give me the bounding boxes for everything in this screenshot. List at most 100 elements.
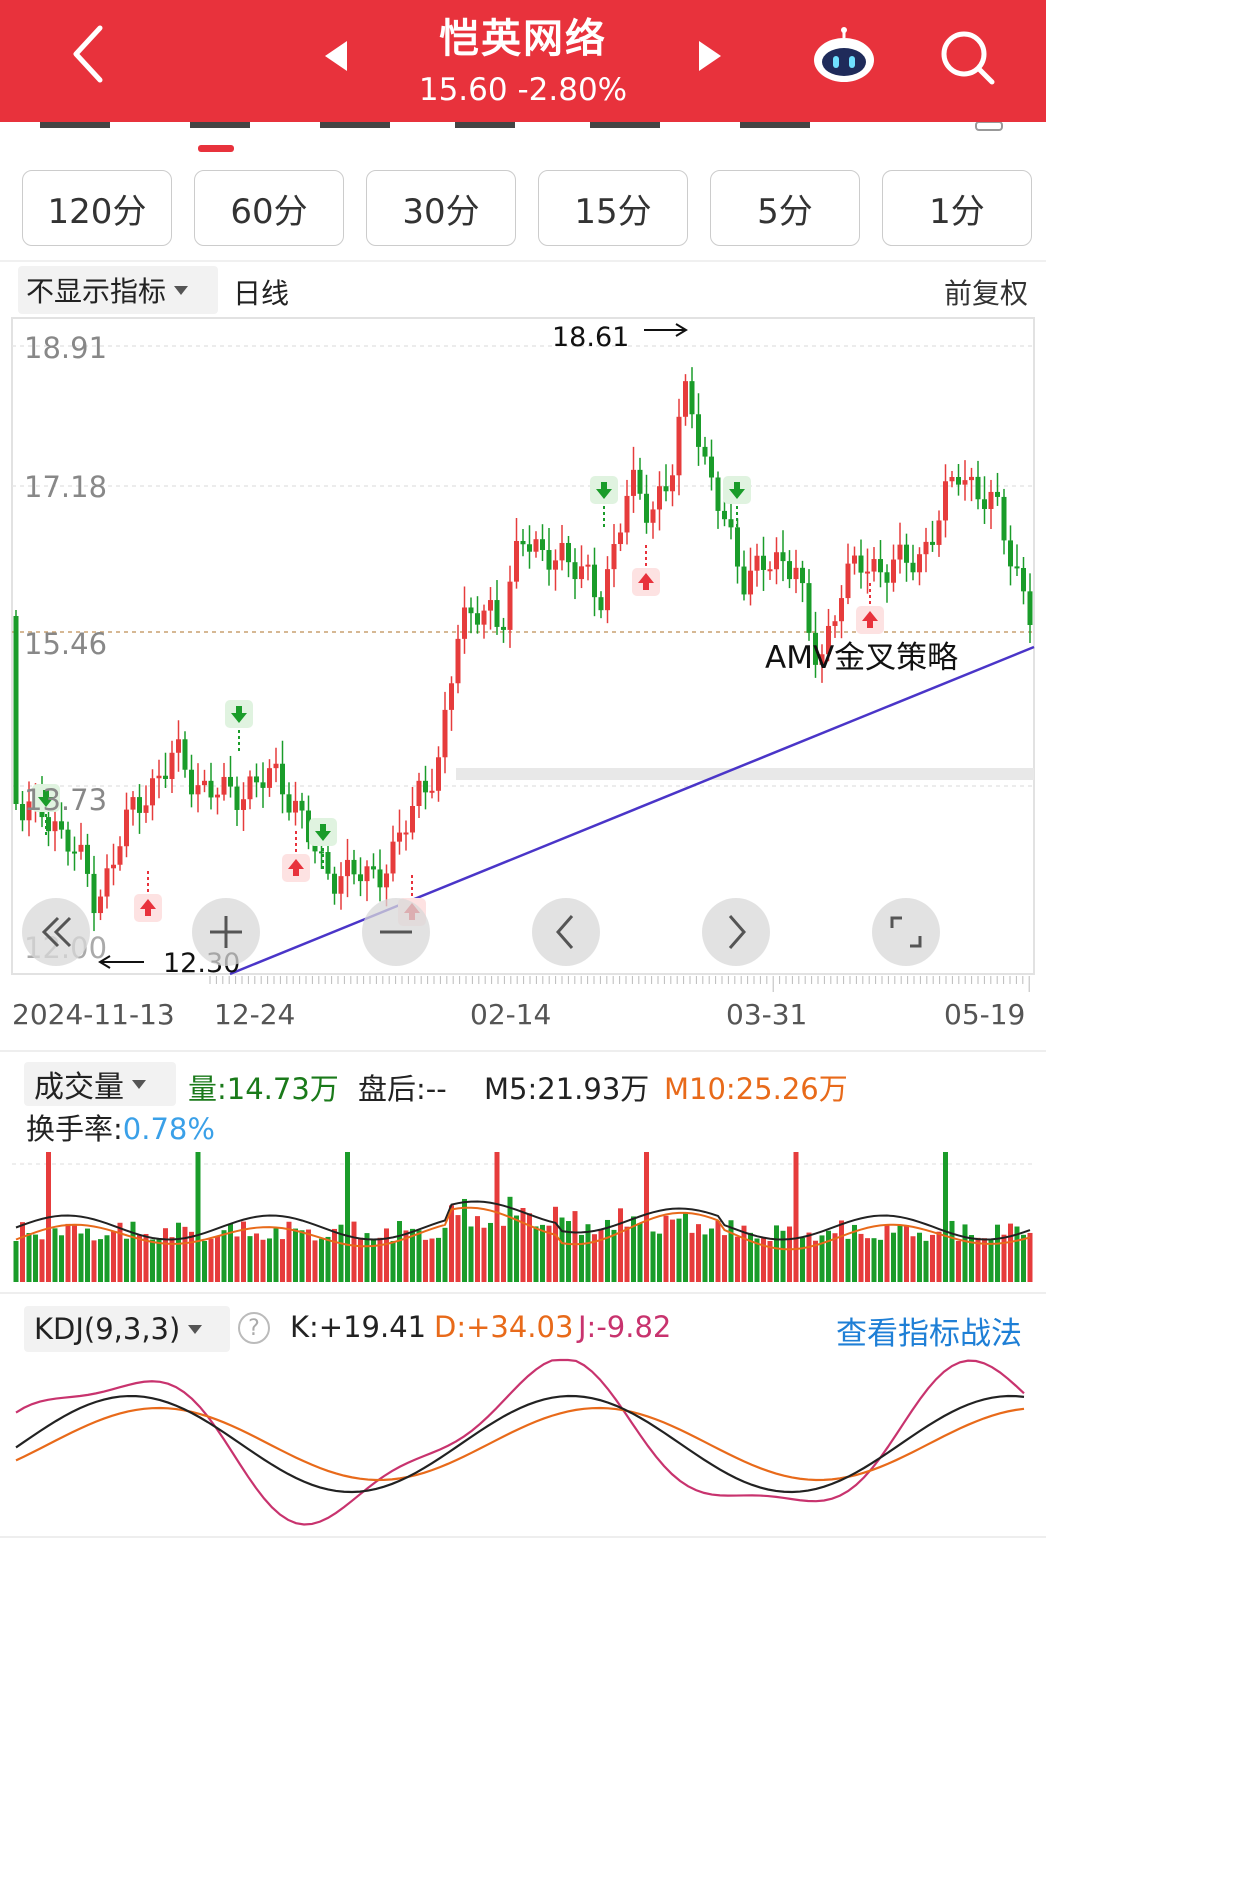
candlestick-chart[interactable]: 18.91 17.18 15.46 13.73 12.00 18.61 12.3… (0, 316, 1046, 996)
price-change: 15.60 -2.80% (418, 72, 628, 108)
candle-body (52, 821, 58, 832)
candle-body (65, 829, 71, 852)
candle-body (585, 564, 591, 567)
candle-body (800, 567, 805, 584)
candle-body (286, 794, 292, 813)
rewind-button[interactable] (22, 898, 90, 966)
fullscreen-button[interactable] (872, 898, 940, 966)
candle-body (553, 560, 558, 570)
volume-bar (293, 1228, 298, 1282)
volume-bar (234, 1236, 240, 1282)
period-5min-button[interactable]: 5分 (710, 170, 860, 246)
candle-body (715, 477, 721, 511)
zoom-out-button[interactable] (362, 898, 430, 966)
volume-bar (338, 1224, 344, 1282)
date-label-1: 2024-11-13 (12, 998, 175, 1031)
volume-bar (442, 1227, 448, 1282)
chart-tab-strip[interactable] (0, 122, 1046, 154)
candle-body (273, 763, 279, 769)
volume-bar (910, 1236, 916, 1282)
search-icon[interactable] (930, 20, 1006, 96)
candle-body (241, 799, 246, 810)
volume-bar (741, 1225, 747, 1282)
candle-body (878, 559, 883, 573)
next-stock-icon[interactable] (690, 34, 730, 78)
volume-bar (39, 1239, 45, 1282)
candle-body (325, 852, 331, 874)
candle-body (650, 509, 656, 523)
volume-bar (592, 1234, 597, 1282)
period-1min-button[interactable]: 1分 (882, 170, 1032, 246)
signal-arrow (638, 573, 654, 590)
candle-body (85, 844, 90, 874)
volume-bar (306, 1229, 311, 1282)
candle-body (748, 570, 753, 595)
volume-bar (761, 1238, 766, 1282)
back-arrow-icon[interactable] (58, 22, 118, 86)
volume-bar (897, 1224, 903, 1282)
volume-bar (670, 1219, 675, 1282)
high-price-label: 18.61 (552, 322, 629, 353)
kdj-chart[interactable] (0, 1356, 1046, 1532)
period-30min-button[interactable]: 30分 (366, 170, 516, 246)
volume-bar (644, 1152, 649, 1282)
prev-stock-icon[interactable] (316, 34, 356, 78)
volume-value: 量:14.73万 (188, 1072, 339, 1106)
candle-body (910, 562, 916, 573)
candle-body (247, 776, 253, 800)
buy-signal-icon (282, 828, 310, 882)
volume-bar (98, 1239, 103, 1282)
candle-body (195, 785, 201, 795)
scroll-left-button[interactable] (532, 898, 600, 966)
volume-bar (800, 1237, 805, 1282)
volume-bar (637, 1223, 643, 1282)
kdj-dropdown[interactable]: KDJ(9,3,3) (24, 1306, 230, 1352)
candle-body (559, 542, 565, 561)
volume-bar (501, 1225, 506, 1282)
volume-bar (429, 1238, 435, 1282)
candle-body (475, 613, 480, 625)
candle-body (949, 477, 955, 482)
candle-body (189, 769, 194, 795)
volume-bar (215, 1236, 220, 1282)
y-tick-2: 17.18 (24, 470, 107, 504)
candle-body (897, 544, 903, 560)
volume-bar (104, 1235, 110, 1282)
adjust-mode[interactable]: 前复权 (943, 277, 1028, 310)
candle-body (579, 566, 584, 580)
date-label-3: 02-14 (470, 998, 552, 1031)
candle-body (520, 540, 526, 545)
volume-bar (546, 1225, 552, 1282)
candle-body (462, 607, 467, 639)
volume-bar (793, 1152, 799, 1282)
time-axis-ticks (209, 976, 1030, 992)
indicator-dropdown[interactable]: 不显示指标 (18, 266, 218, 314)
candle-body (494, 600, 500, 627)
period-120min-button[interactable]: 120分 (22, 170, 172, 246)
robot-assistant-icon[interactable] (806, 24, 882, 88)
indicator-tactics-link[interactable]: 查看指标战法 (836, 1316, 1022, 1352)
volume-bar (533, 1226, 539, 1282)
candle-body (390, 841, 396, 874)
after-hours-value: 盘后:-- (358, 1072, 447, 1106)
volume-bar (520, 1207, 526, 1282)
zoom-in-button[interactable] (192, 898, 260, 966)
fullscreen-icon (890, 916, 922, 948)
scroll-right-button[interactable] (702, 898, 770, 966)
period-15min-button[interactable]: 15分 (538, 170, 688, 246)
help-icon[interactable]: ? (238, 1312, 270, 1344)
candle-body (845, 563, 851, 599)
candle-body (182, 739, 188, 770)
volume-bar (59, 1235, 64, 1282)
volume-chart[interactable] (0, 1140, 1046, 1286)
candle-body (754, 555, 760, 571)
chevron-down-icon (174, 285, 189, 295)
volume-dropdown[interactable]: 成交量 (24, 1062, 176, 1106)
support-band (456, 768, 1034, 780)
candle-body (403, 832, 409, 835)
period-60min-button[interactable]: 60分 (194, 170, 344, 246)
volume-bar (332, 1228, 337, 1282)
candle-body (98, 896, 103, 914)
volume-bar (598, 1229, 604, 1282)
date-label-2: 12-24 (214, 998, 296, 1031)
